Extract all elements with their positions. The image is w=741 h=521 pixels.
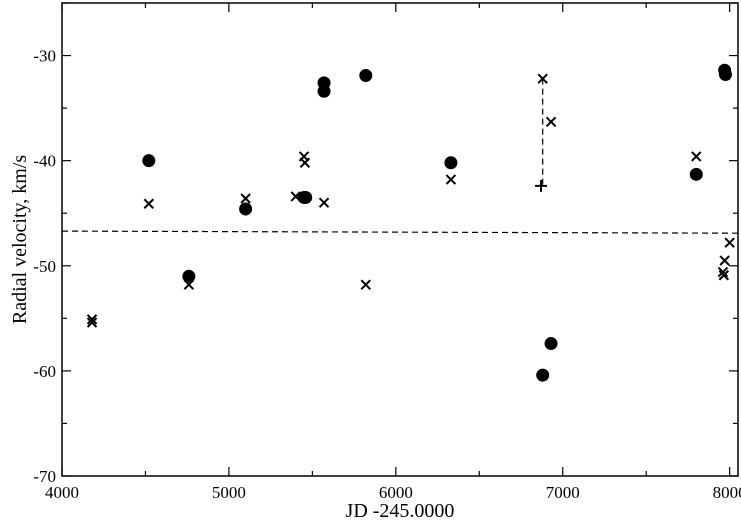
- y-tick-label: -50: [33, 257, 56, 276]
- x-axis-label: JD -245.0000: [346, 500, 455, 521]
- point-cross: [537, 73, 548, 84]
- point-circle: [239, 202, 253, 216]
- point-circle: [544, 337, 558, 351]
- axis-ticks: 4000 5000 6000 7000 8000 -70 -60 -50 -40 -30: [33, 2, 741, 502]
- y-tick-label: -40: [33, 152, 56, 171]
- x-tick-label: 7000: [546, 483, 580, 502]
- point-cross: [86, 314, 98, 325]
- reference-lines: [61, 78, 739, 234]
- point-cross: [360, 279, 371, 290]
- series-filled-circle: [142, 63, 732, 382]
- point-circle: [317, 84, 331, 98]
- point-circle: [359, 69, 373, 83]
- point-cross: [545, 116, 557, 127]
- x-tick-label: 5000: [212, 483, 246, 502]
- y-tick-label: -70: [33, 467, 56, 486]
- x-tick-label: 8000: [713, 483, 741, 502]
- y-axis-label: Radial velocity, km/s: [9, 155, 31, 324]
- point-cross: [691, 151, 702, 162]
- point-cross: [318, 197, 330, 208]
- series-cross-x: [86, 73, 735, 328]
- point-cross: [86, 317, 98, 328]
- point-cross: [719, 255, 730, 266]
- point-cross: [290, 191, 301, 202]
- plot-frame: [61, 2, 739, 477]
- point-cross: [445, 174, 457, 185]
- y-tick-label: -60: [33, 362, 56, 381]
- data-points: [86, 63, 735, 382]
- point-cross: [299, 157, 311, 168]
- point-plus: [535, 179, 548, 192]
- point-cross: [717, 266, 729, 278]
- point-cross: [724, 237, 735, 248]
- point-circle: [182, 269, 196, 283]
- point-circle: [536, 368, 550, 382]
- point-circle: [142, 154, 156, 168]
- y-tick-label: -30: [33, 47, 56, 66]
- point-circle: [689, 167, 703, 181]
- reference-line-1: [61, 230, 739, 234]
- point-cross: [718, 270, 730, 281]
- series-plus: [535, 179, 548, 192]
- point-cross: [240, 193, 251, 204]
- point-circle: [718, 67, 732, 81]
- x-tick-label: 6000: [379, 483, 413, 502]
- point-cross: [183, 279, 195, 290]
- point-cross: [143, 198, 155, 209]
- point-circle: [444, 156, 458, 170]
- point-circle: [299, 190, 313, 204]
- x-tick-label: 4000: [45, 483, 79, 502]
